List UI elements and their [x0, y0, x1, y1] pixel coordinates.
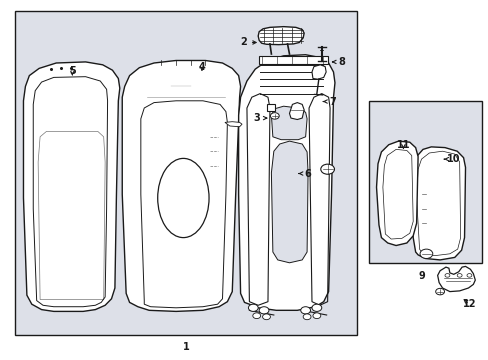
- Polygon shape: [23, 62, 120, 311]
- Text: 9: 9: [417, 271, 424, 282]
- Polygon shape: [289, 103, 304, 120]
- Circle shape: [259, 307, 268, 314]
- Text: 4: 4: [198, 62, 205, 72]
- Bar: [266, 104, 275, 111]
- Polygon shape: [122, 60, 240, 311]
- Circle shape: [270, 113, 279, 119]
- Bar: [259, 56, 327, 64]
- Text: 6: 6: [298, 168, 311, 179]
- Text: 8: 8: [332, 57, 345, 67]
- Circle shape: [252, 313, 260, 319]
- Polygon shape: [437, 266, 474, 292]
- Bar: [368, 101, 481, 263]
- Text: 2: 2: [240, 37, 256, 48]
- Circle shape: [248, 304, 258, 311]
- Circle shape: [419, 249, 432, 258]
- Polygon shape: [411, 147, 465, 260]
- Text: 5: 5: [69, 66, 76, 76]
- Polygon shape: [271, 106, 306, 140]
- Polygon shape: [271, 141, 307, 263]
- Circle shape: [300, 307, 310, 314]
- Polygon shape: [224, 122, 242, 127]
- Circle shape: [312, 313, 320, 319]
- Text: 7: 7: [323, 96, 335, 107]
- Polygon shape: [311, 65, 325, 79]
- Polygon shape: [376, 141, 417, 246]
- Circle shape: [466, 274, 471, 277]
- Circle shape: [456, 274, 461, 277]
- Circle shape: [262, 314, 270, 320]
- Circle shape: [435, 288, 444, 295]
- Text: 1: 1: [182, 342, 189, 352]
- Bar: [15, 11, 356, 335]
- Circle shape: [311, 304, 321, 311]
- Text: 10: 10: [443, 154, 460, 164]
- Text: 12: 12: [462, 299, 475, 309]
- Text: 3: 3: [253, 113, 266, 123]
- Polygon shape: [258, 27, 304, 45]
- Circle shape: [320, 164, 334, 174]
- Polygon shape: [238, 55, 334, 310]
- Circle shape: [303, 314, 310, 320]
- Circle shape: [444, 274, 449, 277]
- Text: 11: 11: [396, 140, 409, 150]
